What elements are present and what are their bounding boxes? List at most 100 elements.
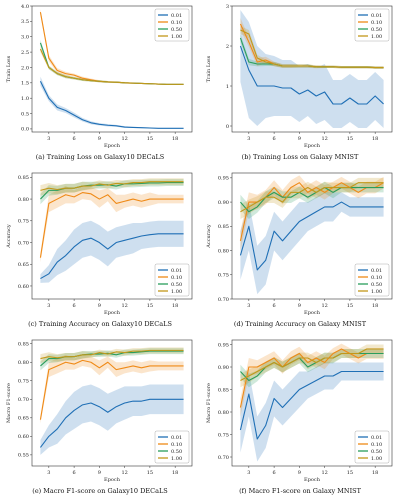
x-axis-label: Epoch [304,477,321,483]
y-tick-label: 0.65 [18,262,29,268]
legend-label-0.01: 0.01 [171,13,182,19]
series-line-1.00 [240,348,384,381]
y-tick-label: 0.70 [18,397,29,403]
x-tick-label: 15 [347,470,353,476]
legend-label-0.50: 0.50 [171,449,182,455]
band-0.01 [40,220,184,283]
x-tick-label: 18 [172,136,178,142]
x-axis-label: Epoch [304,310,321,316]
y-tick-label: 0.80 [218,248,229,254]
x-tick-label: 12 [121,303,127,309]
plot-area [39,347,184,455]
y-tick-label: 1.5 [21,81,29,87]
band-0.50 [240,34,384,69]
legend-label-0.10: 0.10 [171,442,182,448]
y-tick-label: 0.95 [218,342,229,348]
x-tick-label: 6 [273,136,276,142]
x-tick-label: 3 [47,470,50,476]
y-tick-label: 3 [226,4,229,10]
y-axis-label: Accuracy [6,224,12,249]
legend: 0.010.100.501.00 [354,430,390,464]
x-tick-label: 9 [98,470,101,476]
legend-label-0.01: 0.01 [171,435,182,441]
y-tick-label: 2 [226,44,229,50]
x-tick-label: 15 [147,303,153,309]
x-tick-label: 15 [147,136,153,142]
x-axis-label: Epoch [104,310,121,316]
y-tick-label: 0.60 [18,434,29,440]
x-tick-label: 18 [372,136,378,142]
series-line-0.10 [39,192,184,258]
y-tick-label: 1 [226,84,229,90]
x-tick-label: 18 [372,470,378,476]
x-tick-label: 9 [298,136,301,142]
x-tick-label: 9 [98,303,101,309]
series-line-1.00 [39,48,184,85]
caption-e: (e) Macro F1-score on Galaxy10 DECaLS [32,487,168,495]
y-tick-label: 0.95 [218,176,229,182]
panel-d-training-accuracy-mnist: 0.70 0.75 0.80 0.85 0.90 0.95 3 6 9 12 15 18 Epoch Ac… [200,167,400,334]
caption-d: (d) Training Accuracy on Galaxy MNIST [233,320,367,328]
legend-label-0.50: 0.50 [171,27,182,33]
panel-f-macro-f1-mnist: 0.70 0.75 0.80 0.85 0.90 0.95 3 6 9 12 15 18 Epoch Ma… [200,334,400,501]
y-tick-label: 0.80 [218,410,229,416]
plot-area [39,9,184,129]
legend-box [354,263,390,297]
legend: 0.010.100.501.00 [354,8,390,42]
y-tick-label: 4.0 [21,4,29,10]
legend-label-0.01: 0.01 [371,268,382,274]
panel-e-macro-f1-galaxy10: 0.55 0.60 0.65 0.70 0.75 0.80 0.85 3 6 9 12 15 18 Epo… [0,334,200,501]
legend: 0.010.100.501.00 [154,8,190,42]
legend-label-0.50: 0.50 [371,282,382,288]
y-axis-label: Macro F1-score [6,383,12,423]
panel-a-training-loss-galaxy10: 0.0 0.5 1.0 1.5 2.0 2.5 3.0 3.5 4.0 3 6 9 12 15 18 Epoc… [0,0,200,167]
series-line-1.00 [40,181,184,191]
x-tick-label: 6 [73,470,76,476]
panel-b-training-loss-mnist: 0 1 2 3 3 6 9 12 15 18 Epoch Train Loss 0.01 0.10 0.50… [200,0,400,167]
band-0.01 [40,384,184,455]
chart-e: 0.55 0.60 0.65 0.70 0.75 0.80 0.85 3 6 9 12 15 18 Epo… [6,339,193,483]
panel-c-training-accuracy-galaxy10: 0.60 0.65 0.70 0.75 0.80 0.85 3 6 9 12 15 18 Epoch Ac… [0,167,200,334]
y-tick-label: 2.5 [21,50,29,56]
y-tick-label: 3.5 [21,19,29,25]
y-tick-label: 0.70 [218,297,229,303]
y-tick-label: 0.75 [18,379,29,385]
x-tick-label: 3 [247,303,250,309]
band-0.50 [240,181,384,220]
x-tick-label: 9 [298,303,301,309]
y-tick-label: 0.60 [18,284,29,290]
series-line-0.01 [40,233,184,280]
legend-label-1.00: 1.00 [371,289,382,295]
x-tick-label: 18 [172,303,178,309]
x-tick-label: 3 [247,470,250,476]
y-tick-label: 0.65 [18,416,29,422]
band-0.10 [40,186,184,263]
caption-c: (c) Training Accuracy on Galaxy10 DECaLS [28,320,172,328]
chart-c: 0.60 0.65 0.70 0.75 0.80 0.85 3 6 9 12 15 18 Epoch Ac… [6,172,193,316]
legend-label-1.00: 1.00 [371,456,382,462]
band-0.01 [240,10,384,128]
band-1.00 [240,344,384,388]
legend: 0.010.100.501.00 [354,263,390,297]
caption-b: (b) Training Loss on Galaxy MNIST [241,153,359,161]
series-line-0.50 [240,352,384,382]
plot-area [39,178,184,283]
band-1.00 [240,177,384,220]
y-axis-label: Train Loss [206,55,212,82]
legend-label-0.01: 0.01 [171,268,182,274]
x-tick-label: 6 [273,470,276,476]
chart-f: 0.70 0.75 0.80 0.85 0.90 0.95 3 6 9 12 15 18 Epoch Ma… [206,339,393,483]
x-tick-label: 12 [321,303,327,309]
y-tick-label: 0.85 [218,224,229,230]
y-tick-label: 0.55 [18,453,29,459]
x-tick-label: 6 [73,303,76,309]
series-line-0.01 [239,45,384,105]
plot-area [239,175,384,295]
legend-label-1.00: 1.00 [171,289,182,295]
band-0.50 [40,179,184,205]
x-tick-label: 3 [247,136,250,142]
x-tick-label: 18 [372,303,378,309]
x-tick-label: 18 [172,470,178,476]
legend: 0.010.100.501.00 [154,430,190,464]
series-line-0.01 [39,81,184,129]
